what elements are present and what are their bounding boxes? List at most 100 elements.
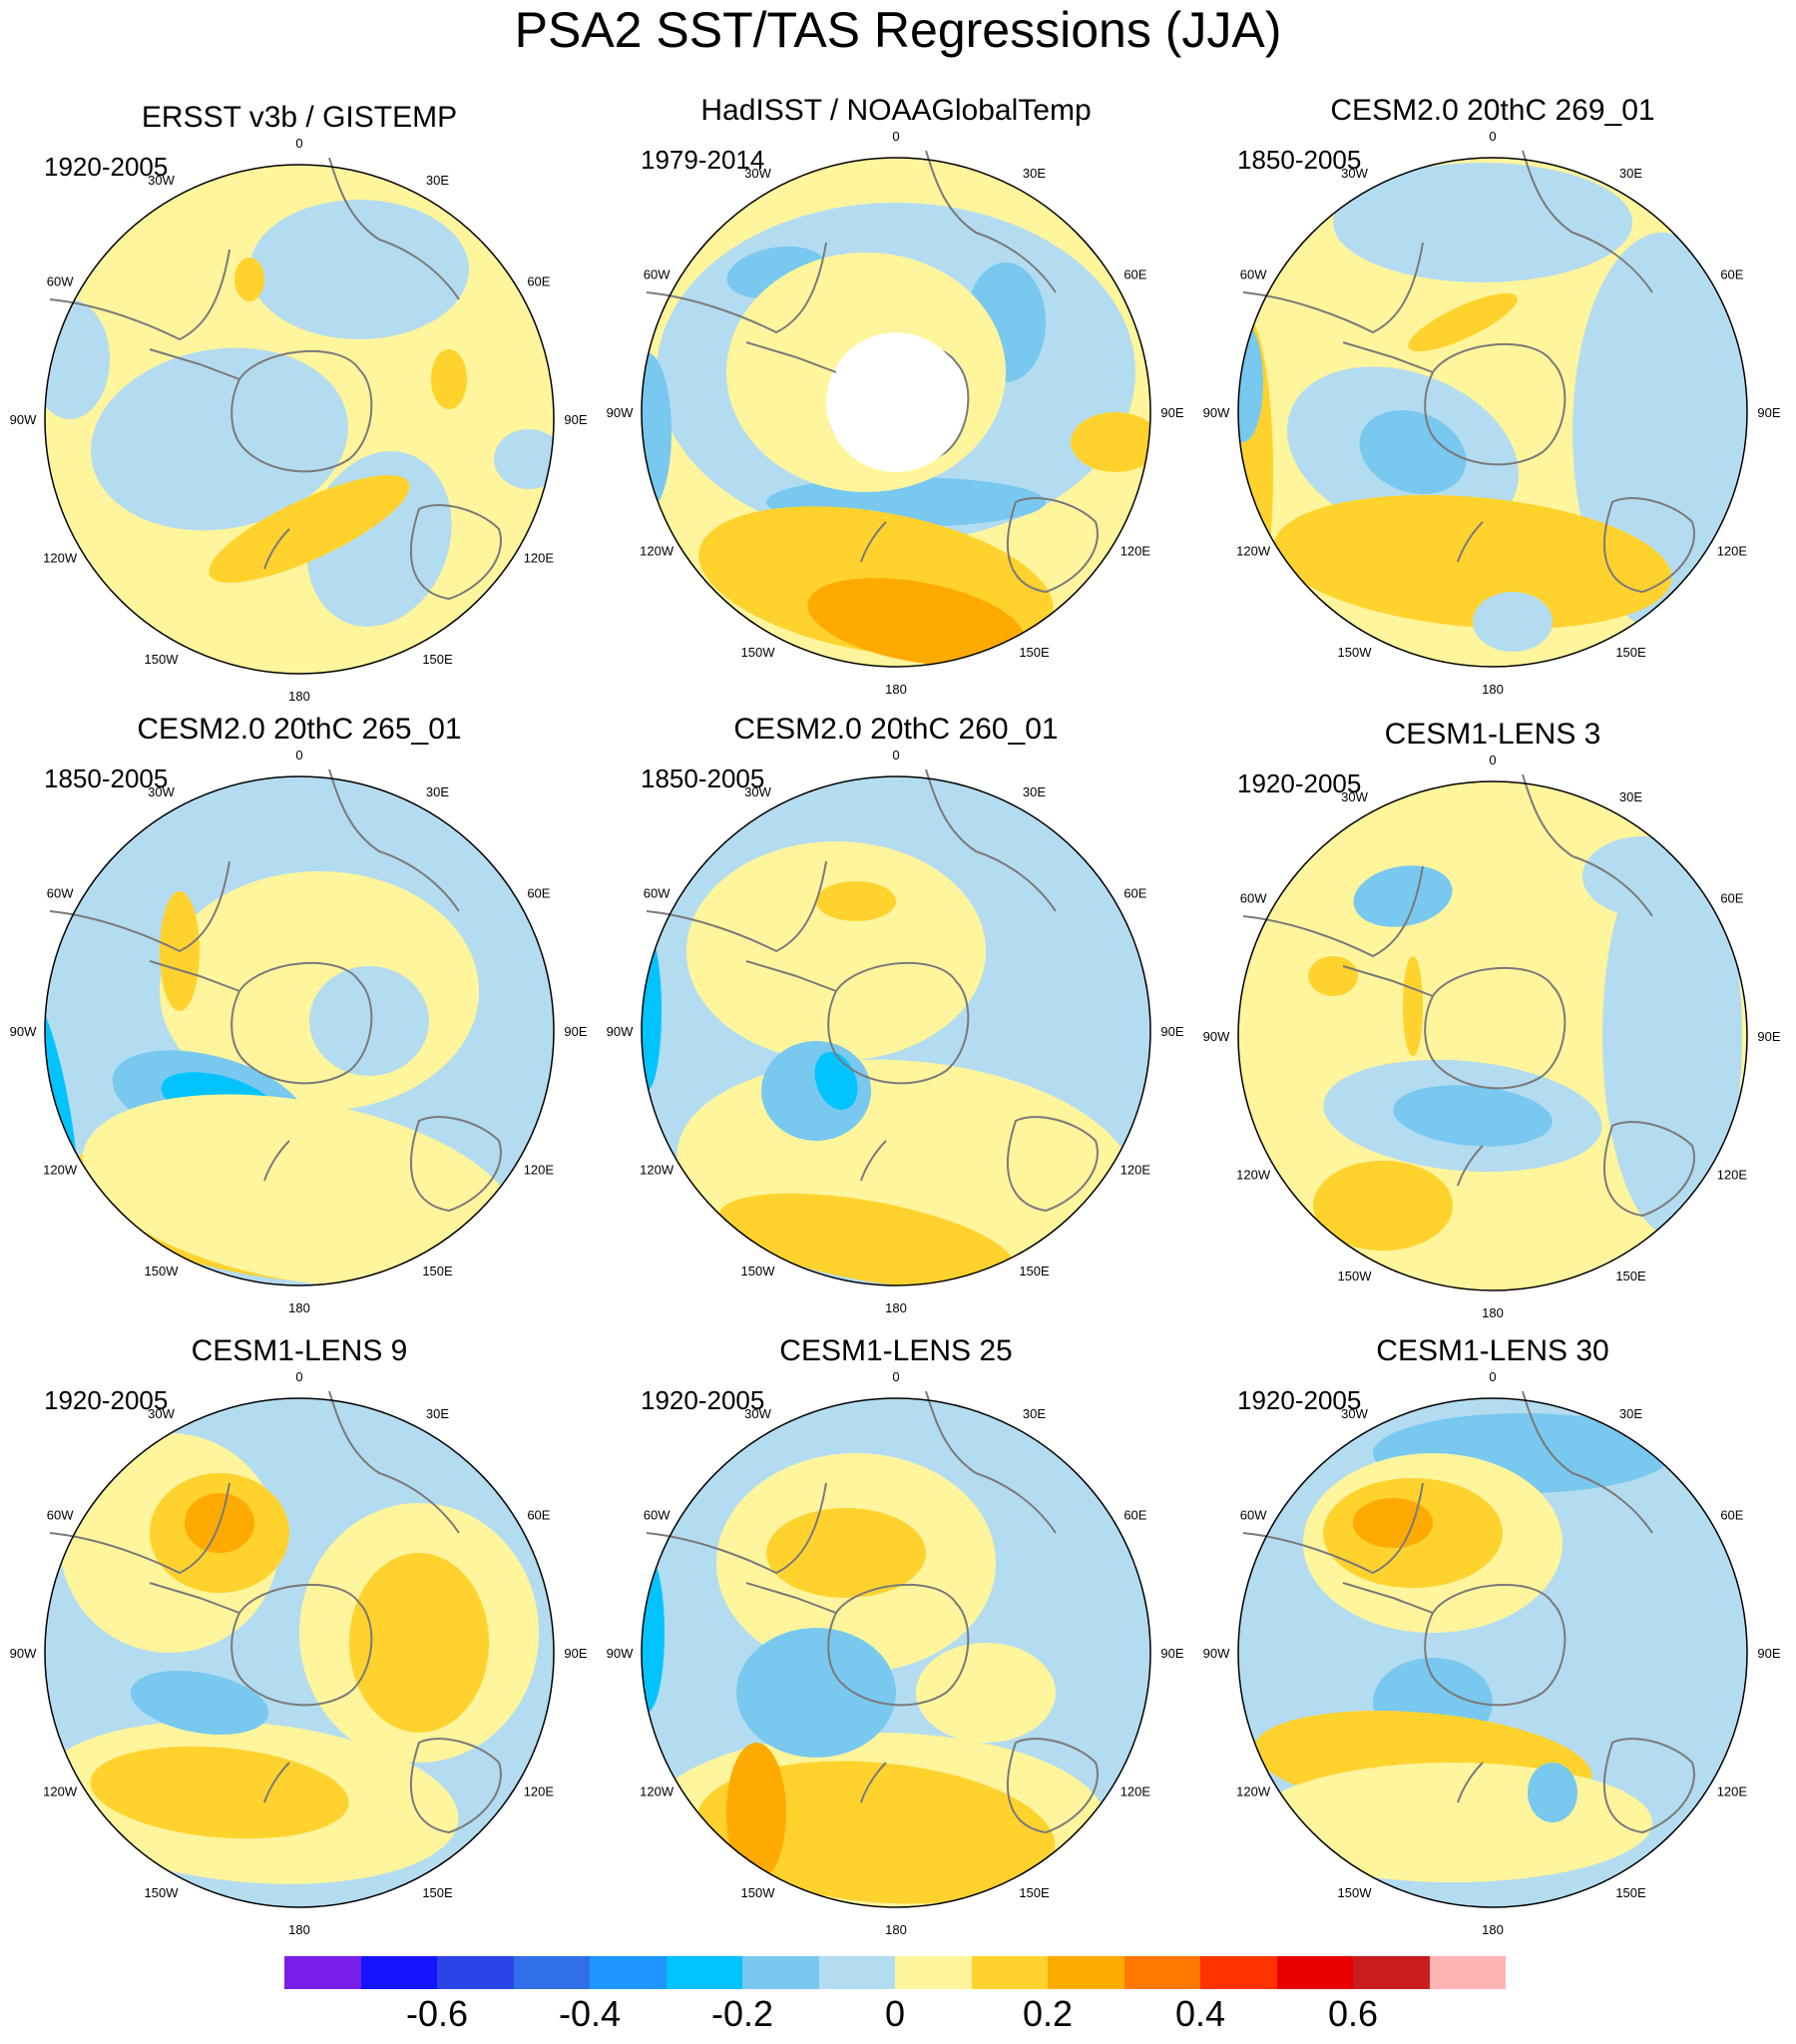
colorbar-tick-label: -0.6 bbox=[405, 1993, 469, 2034]
longitude-label: 150E bbox=[1615, 1885, 1646, 1900]
longitude-label: 30W bbox=[744, 166, 771, 181]
africa-outline bbox=[1522, 773, 1653, 917]
longitude-label: 60E bbox=[1123, 267, 1146, 282]
south-america-outline bbox=[1242, 865, 1424, 958]
antarctica-outline bbox=[1424, 342, 1567, 466]
anomaly-field bbox=[1238, 158, 1747, 667]
anomaly-contour bbox=[130, 1671, 269, 1735]
antarctic-peninsula-outline bbox=[745, 341, 837, 373]
map-boundary bbox=[1237, 780, 1748, 1291]
longitude-label: 90W bbox=[607, 1024, 634, 1039]
coastlines bbox=[1242, 150, 1695, 594]
anomaly-contour bbox=[82, 1094, 517, 1285]
longitude-label: 120E bbox=[1121, 1785, 1151, 1799]
africa-outline bbox=[328, 157, 460, 300]
anomaly-contour bbox=[249, 200, 469, 339]
australia-outline bbox=[1007, 497, 1099, 594]
longitude-label: 120W bbox=[43, 1785, 78, 1799]
antarctica-outline bbox=[230, 961, 373, 1085]
anomaly-field bbox=[45, 1398, 554, 1907]
anomaly-contour bbox=[1353, 865, 1453, 927]
longitude-label: 150W bbox=[145, 652, 180, 667]
longitude-label: 120W bbox=[640, 1785, 674, 1799]
anomaly-contour bbox=[209, 475, 410, 583]
longitude-label: 60W bbox=[644, 1508, 671, 1523]
longitude-label: 180 bbox=[288, 689, 310, 704]
longitude-label: 180 bbox=[1482, 682, 1504, 697]
antarctica-outline bbox=[1424, 1583, 1567, 1707]
longitude-label: 150W bbox=[741, 1264, 776, 1278]
new-zealand-outline bbox=[1457, 1145, 1484, 1187]
longitude-label: 60E bbox=[1720, 267, 1743, 282]
antarctica-outline bbox=[230, 1583, 373, 1707]
anomaly-contour bbox=[349, 1553, 489, 1733]
australia-outline bbox=[1603, 497, 1695, 594]
longitude-label: 0 bbox=[892, 129, 899, 144]
longitude-label: 0 bbox=[1489, 129, 1496, 144]
longitude-label: 0 bbox=[1489, 1369, 1496, 1384]
anomaly-contour bbox=[766, 1508, 926, 1598]
longitude-label: 120E bbox=[1717, 544, 1748, 559]
longitude-label: 30E bbox=[1023, 166, 1046, 181]
anomaly-contour bbox=[1313, 1161, 1453, 1251]
map-svg: 0 30E 60E 90E 120E 150E 180 150W 120W 90W 60W 30W bbox=[1203, 129, 1781, 697]
longitude-label: 60E bbox=[1720, 891, 1743, 906]
longitude-label: 60E bbox=[1123, 886, 1146, 901]
panel-title: HadISST / NOAAGlobalTemp bbox=[700, 94, 1092, 127]
new-zealand-outline bbox=[1457, 1762, 1484, 1803]
longitude-label: 180 bbox=[288, 1922, 310, 1937]
longitude-label: 90W bbox=[1203, 1646, 1230, 1661]
longitude-label: 0 bbox=[1489, 753, 1496, 767]
map-boundary bbox=[44, 775, 555, 1286]
anomaly-contour bbox=[1353, 1498, 1433, 1548]
longitude-label: 30E bbox=[426, 1406, 449, 1421]
map-svg: 0 30E 60E 90E 120E 150E 180 150W 120W 90W 60W 30W bbox=[10, 748, 588, 1315]
coastlines bbox=[1242, 1390, 1695, 1834]
map-svg: 0 30E 60E 90E 120E 150E 180 150W 120W 90W 60W 30W bbox=[607, 129, 1184, 697]
antarctic-peninsula-outline bbox=[1342, 965, 1434, 997]
longitude-label: 0 bbox=[295, 1369, 302, 1384]
longitude-label: 150E bbox=[1019, 1264, 1050, 1278]
longitude-label: 30W bbox=[1341, 1406, 1368, 1421]
colorbar-tick-label: 0.4 bbox=[1174, 1993, 1226, 2034]
map-boundary bbox=[44, 1397, 555, 1908]
longitude-label: 150E bbox=[422, 652, 453, 667]
panel-title: CESM2.0 20thC 260_01 bbox=[733, 713, 1059, 746]
longitude-label: 90W bbox=[1203, 1029, 1230, 1044]
longitude-label: 30W bbox=[1341, 166, 1368, 181]
longitude-label: 120E bbox=[524, 551, 555, 566]
longitude-label: 60W bbox=[47, 886, 74, 901]
antarctic-peninsula-outline bbox=[149, 960, 240, 992]
longitude-label: 90W bbox=[607, 1646, 634, 1661]
antarctic-peninsula-outline bbox=[149, 1582, 240, 1614]
map-panel-7: 0 30E 60E 90E 120E 150E 180 150W 120W 90W 60W 30W C… bbox=[0, 1333, 599, 1952]
colorbar-swatch bbox=[590, 1956, 667, 1989]
map-boundary bbox=[1237, 157, 1748, 668]
longitude-label: 30W bbox=[148, 173, 175, 188]
colorbar-swatch bbox=[1200, 1956, 1277, 1989]
colorbar-swatch bbox=[437, 1956, 514, 1989]
australia-outline bbox=[1007, 1116, 1099, 1213]
south-america-outline bbox=[49, 1482, 230, 1575]
longitude-label: 90E bbox=[1757, 1646, 1780, 1661]
antarctica-outline bbox=[1424, 966, 1567, 1090]
coastlines bbox=[646, 150, 1099, 594]
longitude-label: 90E bbox=[564, 412, 587, 427]
panel-title: CESM1-LENS 3 bbox=[1384, 718, 1601, 751]
anomaly-contour bbox=[1238, 322, 1263, 442]
australia-outline bbox=[410, 1738, 502, 1834]
longitude-label: 30W bbox=[1341, 789, 1368, 804]
colorbar-swatch bbox=[1048, 1956, 1124, 1989]
longitude-label: 120W bbox=[640, 1163, 674, 1178]
longitude-label: 150E bbox=[1615, 1269, 1646, 1283]
antarctic-peninsula-outline bbox=[1342, 341, 1434, 373]
figure-title: PSA2 SST/TAS Regressions (JJA) bbox=[514, 2, 1282, 58]
longitude-label: 180 bbox=[1482, 1305, 1504, 1320]
coastlines bbox=[49, 1390, 502, 1834]
new-zealand-outline bbox=[263, 528, 290, 570]
anomaly-contour bbox=[718, 1193, 1014, 1285]
south-america-outline bbox=[1242, 1482, 1424, 1575]
panel-title: CESM2.0 20thC 269_01 bbox=[1330, 94, 1655, 127]
longitude-label: 30W bbox=[148, 784, 175, 799]
antarctic-peninsula-outline bbox=[745, 1582, 837, 1614]
